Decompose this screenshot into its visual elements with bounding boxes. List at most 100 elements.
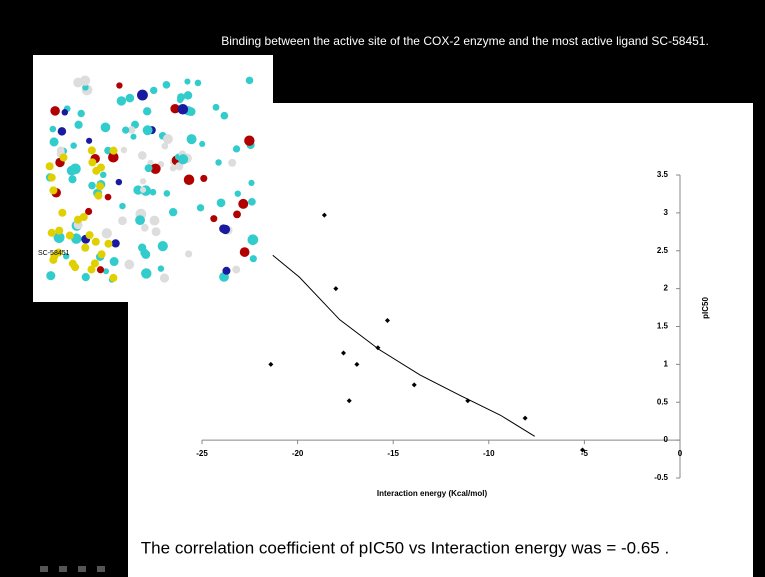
atom (121, 147, 127, 153)
nav-icon[interactable] (78, 566, 86, 572)
atom (213, 104, 220, 111)
caption: The correlation coefficient of pIC50 vs … (141, 538, 669, 557)
ligand-atom (92, 238, 100, 246)
atom (141, 268, 151, 278)
atom (195, 80, 202, 87)
atom (185, 250, 192, 257)
atom (68, 175, 76, 183)
ligand-atom (49, 186, 57, 194)
ligand-atom (94, 192, 102, 200)
nav-icon[interactable] (40, 566, 48, 572)
atom (97, 266, 104, 273)
atom (184, 78, 190, 84)
atom (150, 216, 160, 226)
atom (220, 112, 228, 120)
ligand-atom (48, 174, 56, 182)
atom (152, 227, 161, 236)
ligand-atom (71, 263, 79, 271)
atom (101, 122, 111, 132)
ligand-atom (88, 158, 96, 166)
atom (145, 164, 153, 172)
y-tick-label: 3 (664, 208, 669, 217)
atom (163, 134, 173, 144)
y-axis-label: pIC50 (701, 297, 710, 319)
atom (222, 267, 230, 275)
atom (58, 127, 66, 135)
atom (178, 104, 189, 115)
atom (199, 141, 205, 147)
atom (164, 190, 171, 197)
ligand-atom (87, 265, 95, 273)
atom (140, 187, 146, 193)
atom (178, 154, 188, 164)
x-axis-label: Interaction energy (Kcal/mol) (377, 489, 488, 498)
atom (67, 166, 77, 176)
atom (248, 198, 256, 206)
atom (74, 121, 82, 129)
ligand-atom (55, 227, 63, 235)
atom (246, 77, 254, 85)
atom (138, 151, 147, 160)
nav-icon[interactable] (59, 566, 67, 572)
y-tick-label: -0.5 (654, 473, 668, 482)
ligand-atom (88, 146, 96, 154)
y-tick-label: 0 (664, 435, 669, 444)
atom (118, 216, 127, 225)
atom (70, 142, 77, 149)
atom (50, 126, 57, 133)
atom (140, 249, 148, 257)
atom (184, 91, 192, 99)
atom (124, 260, 134, 270)
atom (143, 125, 153, 135)
atom (62, 109, 68, 115)
atom (57, 146, 65, 154)
atom (88, 182, 96, 190)
slide-title: Binding between the active site of the C… (221, 34, 709, 48)
atom (100, 172, 106, 178)
ligand-atom (66, 232, 74, 240)
slide: Binding between the active site of the C… (0, 0, 765, 577)
atom (50, 137, 59, 146)
atom (140, 178, 146, 184)
atom (86, 138, 92, 144)
atom (160, 273, 169, 282)
y-tick-label: 0.5 (657, 397, 669, 406)
ligand-atom (58, 209, 66, 217)
atom (110, 257, 119, 266)
atom (200, 175, 207, 182)
atom (137, 90, 148, 101)
x-tick-label: -15 (387, 449, 399, 458)
atom (235, 190, 241, 196)
atom (232, 266, 240, 274)
x-tick-label: 0 (678, 449, 683, 458)
atom (73, 78, 83, 88)
atom (233, 211, 241, 219)
atom (197, 204, 204, 211)
nav-icon[interactable] (97, 566, 105, 572)
atom (141, 224, 149, 232)
ligand-atom (86, 231, 94, 239)
ligand-atom (96, 182, 104, 190)
ligand-atom (60, 154, 68, 162)
atom (250, 255, 257, 262)
x-tick-label: -10 (483, 449, 495, 458)
ligand-atom (109, 274, 117, 282)
atom (102, 228, 112, 238)
atom (158, 265, 164, 271)
atom (130, 134, 136, 140)
atom (169, 208, 177, 216)
atom (217, 199, 226, 208)
atom (248, 234, 259, 245)
atom (233, 145, 240, 152)
atom (215, 159, 221, 165)
atom (119, 203, 125, 209)
atom (240, 247, 250, 257)
ligand-atom (46, 162, 54, 170)
atom (122, 127, 129, 134)
atom (105, 194, 112, 201)
atom (116, 179, 122, 185)
atom (210, 215, 217, 222)
atom (163, 81, 171, 89)
y-tick-label: 2 (664, 284, 669, 293)
ligand-atom (104, 240, 112, 248)
